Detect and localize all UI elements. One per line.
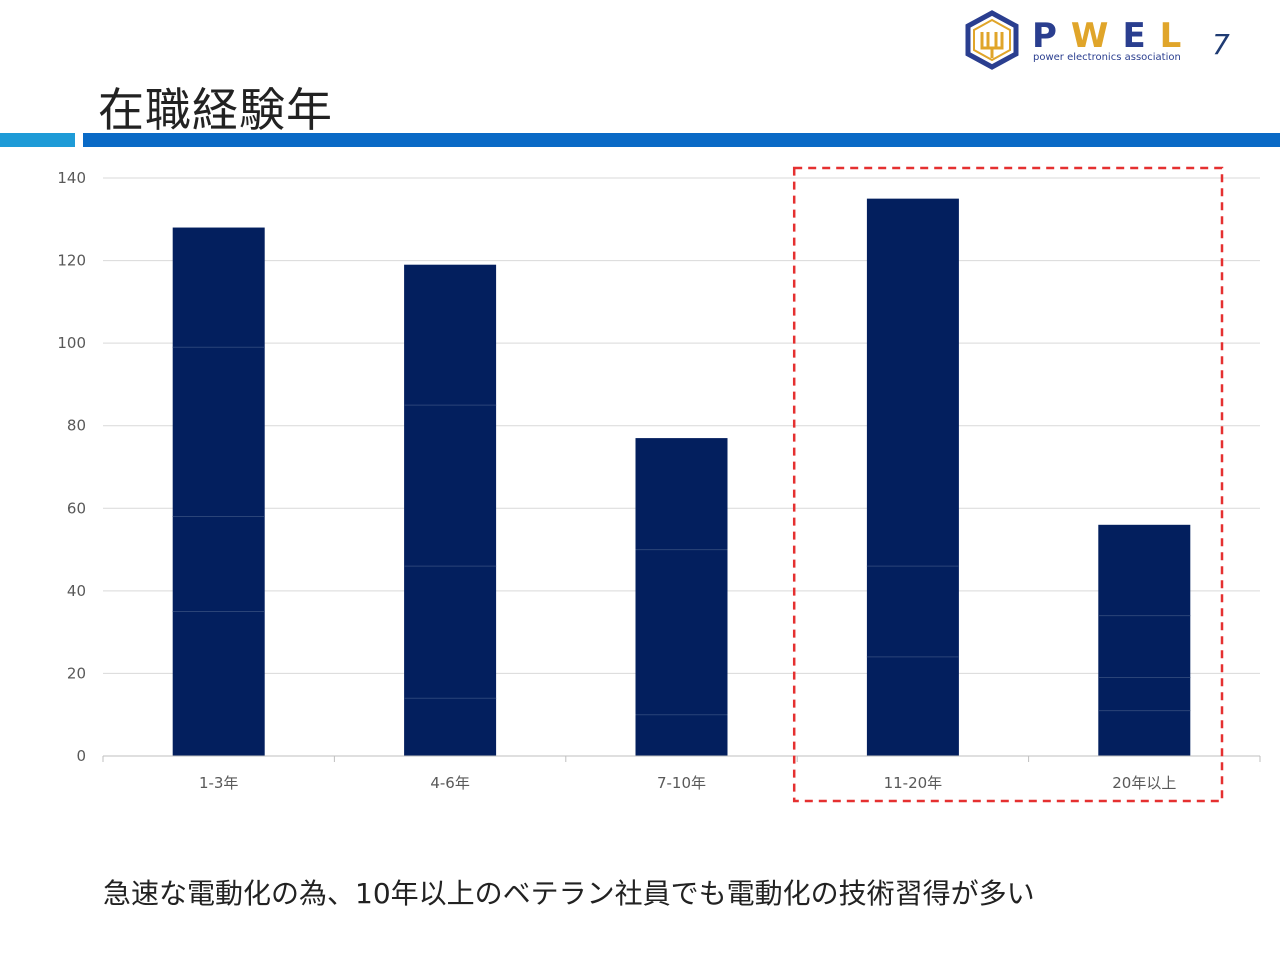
y-tick-label-40: 40 bbox=[67, 582, 86, 600]
x-axis-tick-labels: 1-3年 4-6年 7-10年 11-20年 20年以上 bbox=[199, 774, 1176, 792]
y-tick-label-80: 80 bbox=[67, 417, 86, 435]
y-tick-label-100: 100 bbox=[57, 334, 86, 352]
highlight-box bbox=[792, 166, 1224, 803]
x-tick-label-4: 11-20年 bbox=[884, 774, 943, 792]
logo-letter-e: E bbox=[1122, 16, 1160, 56]
logo-tagline: power electronics association bbox=[1033, 52, 1181, 63]
logo-letter-p: P bbox=[1032, 16, 1071, 56]
header-rule-light bbox=[0, 133, 75, 147]
y-tick-label-120: 120 bbox=[57, 252, 86, 270]
y-tick-label-140: 140 bbox=[57, 169, 86, 187]
bar-2 bbox=[404, 264, 497, 756]
bar-4 bbox=[866, 198, 959, 757]
logo-wordmark: PWEL bbox=[1032, 16, 1195, 56]
x-tick-label-3: 7-10年 bbox=[657, 774, 706, 792]
hexagon-logo-icon bbox=[965, 10, 1019, 70]
pwel-logo: PWEL power electronics association bbox=[962, 10, 1192, 70]
y-tick-label-20: 20 bbox=[67, 664, 86, 682]
page-number: 7 bbox=[1212, 28, 1230, 61]
bar-1 bbox=[172, 227, 265, 756]
highlight-group bbox=[792, 166, 1224, 803]
bar-5 bbox=[1098, 524, 1191, 756]
conclusion-text: 急速な電動化の為、10年以上のベテラン社員でも電動化の技術習得が多い bbox=[103, 877, 1035, 910]
bars bbox=[172, 198, 1191, 757]
header-rule-dark bbox=[83, 133, 1280, 147]
bar-chart: 0 20 40 60 80 100 120 140 1-3年 4-6年 7-10年 11-20年 20… bbox=[57, 166, 1261, 803]
y-axis-tick-labels: 0 20 40 60 80 100 120 140 bbox=[57, 169, 86, 765]
logo-letter-l: L bbox=[1159, 16, 1196, 56]
x-axis bbox=[102, 755, 1261, 762]
y-tick-label-60: 60 bbox=[67, 499, 86, 517]
y-tick-label-0: 0 bbox=[76, 747, 86, 765]
logo-letter-w: W bbox=[1070, 16, 1123, 56]
x-tick-label-2: 4-6年 bbox=[430, 774, 470, 792]
x-tick-label-5: 20年以上 bbox=[1112, 774, 1176, 792]
bar-3 bbox=[635, 438, 728, 756]
x-tick-label-1: 1-3年 bbox=[199, 774, 239, 792]
slide-title: 在職経験年 bbox=[98, 83, 333, 137]
